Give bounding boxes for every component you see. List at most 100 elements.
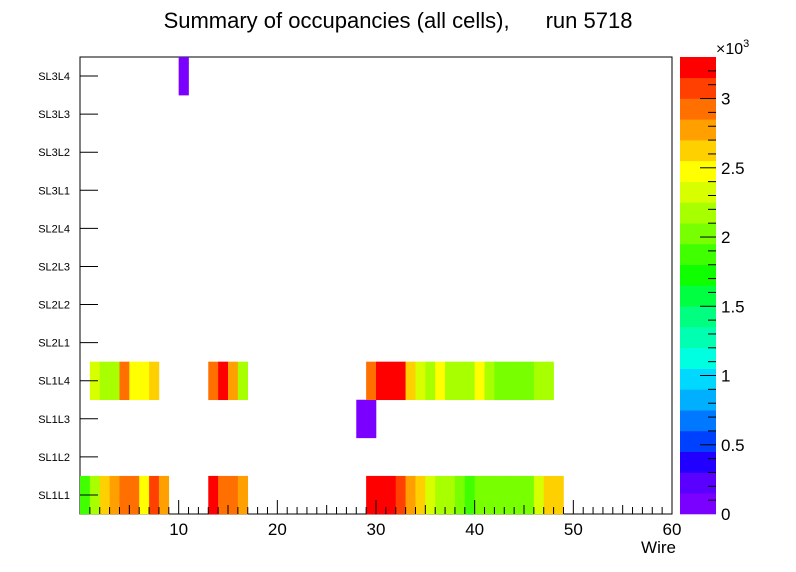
- heatmap-cell: [218, 475, 229, 515]
- y-axis: SL1L1 SL1L2 SL1L3 SL1L4 SL2L1 SL2L2 SL2L3 SL2L4…: [38, 71, 98, 502]
- color-scale: 00.511.522.53×103: [680, 38, 749, 524]
- heatmap-cell: [158, 475, 170, 515]
- y-tick-label: SL1L1: [38, 490, 70, 502]
- z-tick-label: 0: [721, 505, 730, 524]
- y-tick-label: SL3L4: [38, 71, 70, 83]
- heatmap-cell: [237, 361, 249, 401]
- color-scale-band: [680, 451, 716, 473]
- color-scale-band: [680, 389, 716, 411]
- y-tick-label: SL3L3: [38, 109, 70, 121]
- color-scale-band: [680, 472, 716, 494]
- y-tick-label: SL3L1: [38, 185, 70, 197]
- color-scale-band: [680, 430, 716, 452]
- color-scale-band: [680, 493, 716, 515]
- heatmap-cell: [405, 475, 416, 515]
- x-axis: 10 20 30 40 50 60: [89, 500, 682, 539]
- heatmap-cell: [543, 475, 554, 515]
- color-scale-band: [680, 77, 716, 99]
- heatmap-cell: [445, 475, 456, 515]
- color-scale-band: [680, 160, 716, 182]
- heatmap-cell: [99, 475, 110, 515]
- heatmap-cell: [139, 361, 150, 401]
- heatmap-cell: [425, 475, 436, 515]
- x-axis-label: Wire: [641, 538, 676, 557]
- heatmap-cell: [484, 475, 495, 515]
- heatmap-cell: [474, 361, 485, 401]
- heatmap-cell: [533, 475, 545, 515]
- heatmap-cell: [149, 361, 160, 401]
- color-scale-band: [680, 140, 716, 162]
- heatmap-cell: [524, 361, 535, 401]
- heatmap-cell: [109, 361, 120, 401]
- run-label: run 5718: [545, 8, 633, 33]
- heatmap-cell: [514, 475, 525, 515]
- color-scale-band: [680, 347, 716, 369]
- y-tick-label: SL2L3: [38, 261, 70, 273]
- heatmap-cell: [425, 361, 436, 401]
- heatmap-cell: [415, 475, 426, 515]
- y-tick-label: SL1L3: [38, 414, 70, 426]
- z-multiplier-exponent: 3: [743, 38, 749, 50]
- heatmap-cell: [484, 361, 495, 401]
- heatmap-cell: [395, 475, 406, 515]
- heatmap-cell: [356, 399, 367, 439]
- heatmap-cell: [494, 361, 505, 401]
- heatmap-cell: [237, 475, 249, 515]
- y-tick-label: SL2L1: [38, 338, 70, 350]
- z-tick-label: 0.5: [721, 436, 745, 455]
- heatmap-cell: [129, 475, 140, 515]
- y-tick-label: SL2L2: [38, 300, 70, 312]
- chart-title-text: Summary of occupancies (all cells),: [163, 8, 510, 33]
- color-scale-band: [680, 181, 716, 203]
- heatmap-cell: [514, 361, 525, 401]
- heatmap-cell: [524, 475, 535, 515]
- y-tick-label: SL3L2: [38, 147, 70, 159]
- heatmap-cell: [553, 475, 564, 515]
- heatmap-cell: [454, 475, 466, 515]
- heatmap-cell: [445, 361, 456, 401]
- color-scale-band: [680, 327, 716, 349]
- color-scale-band: [680, 119, 716, 141]
- x-tick-label: 10: [169, 520, 188, 539]
- x-tick-label: 20: [268, 520, 287, 539]
- heatmap-cell: [366, 361, 377, 401]
- heatmap-cell: [208, 475, 219, 515]
- heatmap-cell: [474, 475, 485, 515]
- color-scale-band: [680, 264, 716, 286]
- heatmap-cell: [228, 475, 239, 515]
- z-tick-label: 1.5: [721, 297, 745, 316]
- chart-title: Summary of occupancies (all cells), run 5…: [0, 8, 796, 34]
- heatmap-cells: [80, 57, 564, 515]
- heatmap-cell: [405, 361, 416, 401]
- heatmap-cell: [435, 361, 446, 401]
- heatmap-cell: [464, 475, 475, 515]
- z-tick-label: 3: [721, 90, 730, 109]
- color-scale-band: [680, 98, 716, 120]
- heatmap-cell: [366, 475, 377, 515]
- y-tick-label: SL2L4: [38, 223, 70, 235]
- color-scale-band: [680, 306, 716, 328]
- color-scale-band: [680, 202, 716, 224]
- x-tick-label: 50: [564, 520, 583, 539]
- color-scale-band: [680, 243, 716, 266]
- z-tick-label: 2: [721, 228, 730, 247]
- z-tick-label: 2.5: [721, 159, 745, 178]
- z-multiplier: ×103: [716, 38, 749, 58]
- heatmap-cell: [385, 361, 397, 401]
- x-tick-label: 40: [465, 520, 484, 539]
- heatmap-cell: [435, 475, 446, 515]
- color-scale-band: [680, 223, 716, 245]
- heatmap-cell: [533, 361, 545, 401]
- color-scale-band: [680, 410, 716, 432]
- plot-frame: [79, 56, 673, 515]
- heatmap-cell: [376, 475, 387, 515]
- heatmap-cell: [178, 57, 189, 96]
- heatmap-cell: [99, 361, 110, 401]
- color-scale-band: [680, 57, 716, 79]
- heatmap-cell: [366, 399, 377, 439]
- y-tick-label: SL1L4: [38, 376, 70, 388]
- heatmap-cell: [139, 475, 150, 515]
- heatmap-cell: [454, 361, 466, 401]
- x-tick-label: 60: [663, 520, 682, 539]
